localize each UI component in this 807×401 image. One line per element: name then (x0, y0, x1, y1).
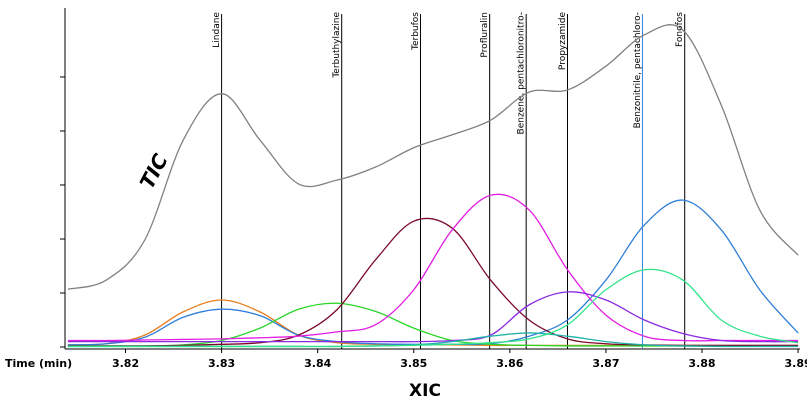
series-line (67, 268, 799, 348)
x-tick-label: 3.84 (304, 357, 331, 370)
x-tick-label: 3.83 (208, 357, 235, 370)
marker-label: Profluralin (480, 12, 490, 58)
marker-label: Propyzamide (558, 12, 568, 71)
series-line (67, 291, 799, 343)
marker-label: Fonofos (675, 12, 685, 47)
chart-title: XIC (409, 381, 441, 401)
x-tick-label: 3.89 (785, 357, 807, 370)
x-tick-label: 3.85 (400, 357, 427, 370)
marker-label: Benzene, pentachloronitro- (517, 12, 527, 134)
x-tick-label: 3.87 (592, 357, 619, 370)
marker-label: Terbufos (411, 12, 421, 51)
series-line (67, 199, 799, 346)
series-line (67, 24, 799, 290)
x-tick-label: 3.88 (688, 357, 715, 370)
x-tick-label: 3.82 (112, 357, 139, 370)
series-line (67, 299, 799, 347)
series-line (67, 217, 799, 347)
series-line (67, 193, 799, 342)
x-axis-label: Time (min) (5, 357, 72, 370)
series-name: TIC (135, 150, 173, 193)
x-tick-label: 3.86 (496, 357, 523, 370)
marker-label: Benzonitrile, pentachloro- (633, 12, 643, 128)
marker-label: Lindane (212, 12, 222, 48)
marker-label: Terbuthylazine (332, 12, 342, 79)
